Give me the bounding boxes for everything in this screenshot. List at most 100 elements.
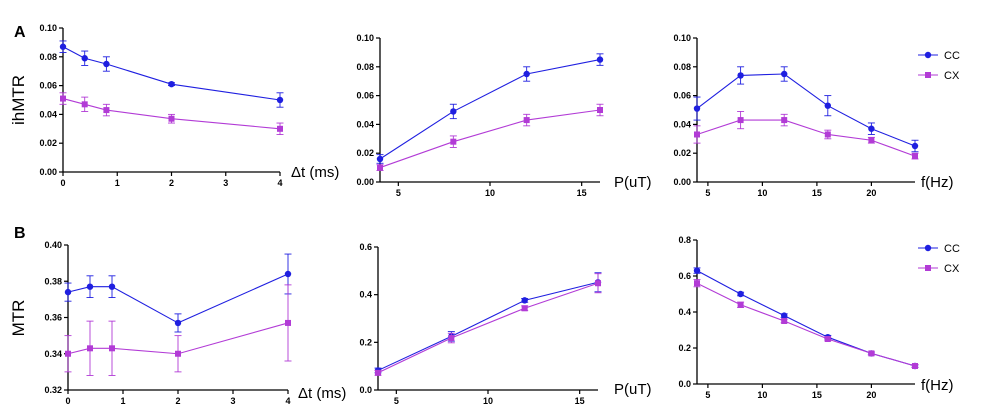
legend-label: CC [944,50,960,62]
legend: CC CX [918,50,960,82]
data-point [103,60,110,68]
y-tick-label: 0.08 [39,52,57,62]
data-point [168,115,175,122]
data-point [824,336,831,342]
data-point [277,125,283,132]
series-cx [376,103,604,171]
data-point [912,153,918,160]
data-point [781,117,788,124]
x-tick-label: 5 [705,390,710,400]
chart-b2: 0.0 0.2 0.4 0.6 5 10 15 P(uT) [359,242,651,406]
data-point [174,319,182,327]
data-point [694,131,700,138]
x-tick-label: 10 [485,188,495,198]
data-point [781,312,788,319]
x-tick-label: 2 [169,178,174,188]
data-point [59,43,67,50]
data-point [824,102,831,109]
legend: CC CX [918,243,960,275]
data-point [276,96,284,104]
y-tick-label: 0.0 [678,379,691,389]
x-tick-label: 5 [394,396,399,406]
series-line [696,282,916,367]
data-point [737,72,744,79]
y-tick-label: 0.36 [44,313,62,323]
x-tick-label: 15 [812,188,822,198]
x-tick-label: 3 [230,396,235,406]
x-tick-label: 10 [757,390,767,400]
series-line [377,281,599,371]
data-point [60,95,66,102]
data-point [911,142,919,150]
y-tick-label: 0.00 [673,177,691,187]
y-tick-label: 0.32 [44,385,62,395]
x-tick-label: 0 [60,178,65,188]
y-tick-label: 0.00 [356,177,374,187]
data-point [597,107,603,113]
x-tick-label: 10 [757,188,767,198]
x-tick-label: 5 [705,188,710,198]
x-tick-label: 5 [396,188,401,198]
series-cx [64,284,292,376]
y-tick-label: 0.02 [673,148,691,158]
chart-a3: 0.00 0.02 0.04 0.06 0.08 0.10 5 10 15 20 f(Hz) CC CX [673,33,959,198]
data-point [781,70,788,78]
series-cc [59,40,284,108]
y-tick-label: 0.2 [359,337,372,347]
chart-b1: 0.32 0.34 0.36 0.38 0.40 0 1 2 3 4 Δt (ms) MTR [9,240,346,406]
x-tick-label: 2 [175,396,180,406]
series-cc [693,66,919,153]
x-axis-label: f(Hz) [921,174,954,191]
y-tick-label: 0.08 [356,62,374,72]
series-line [696,73,916,147]
y-tick-label: 0.2 [678,343,691,353]
x-tick-label: 1 [115,178,120,188]
y-tick-label: 0.0 [359,385,372,395]
data-point [868,137,875,144]
y-tick-label: 0.02 [39,138,57,148]
data-point [175,350,181,357]
x-axis-label: P(uT) [614,174,652,191]
y-tick-label: 0.10 [356,33,374,43]
series-cc [693,267,919,370]
y-tick-label: 0.4 [678,307,691,317]
data-point [737,290,744,298]
data-point [64,288,72,296]
panel-label-a: A [14,24,26,41]
y-tick-label: 0.00 [39,167,57,177]
chart-b3: 0.0 0.2 0.4 0.6 0.8 5 10 15 20 f(Hz) CC CX [678,235,959,400]
data-point [108,283,116,290]
y-tick-label: 0.06 [39,81,57,91]
chart-a1: 0.00 0.02 0.04 0.06 0.08 0.10 0 1 2 3 4 Δt (ms) ihMT… [9,23,339,188]
data-point [737,117,744,124]
data-point [377,164,383,171]
data-point [781,318,788,324]
data-point [65,350,71,357]
y-tick-label: 0.04 [39,109,57,119]
legend-label: CX [944,263,960,275]
y-tick-label: 0.6 [678,271,691,281]
x-tick-label: 0 [65,396,70,406]
x-tick-label: 10 [483,396,493,406]
data-point [81,101,88,108]
data-point [912,363,918,369]
data-point [448,335,455,342]
x-tick-label: 1 [120,396,125,406]
data-point [168,80,175,88]
series-cx [693,279,919,369]
y-tick-label: 0.06 [673,91,691,101]
x-axis-label: P(uT) [614,381,652,398]
data-point [86,283,94,290]
y-tick-label: 0.10 [673,33,691,43]
x-axis-label: Δt (ms) [291,164,339,181]
y-tick-label: 0.6 [359,242,372,252]
data-point [737,301,744,308]
data-point [868,125,875,132]
y-tick-label: 0.4 [359,290,372,300]
y-tick-label: 0.02 [356,148,374,158]
data-point [595,280,601,287]
data-point [109,345,115,352]
data-point [521,305,528,312]
y-tick-label: 0.04 [673,119,691,129]
